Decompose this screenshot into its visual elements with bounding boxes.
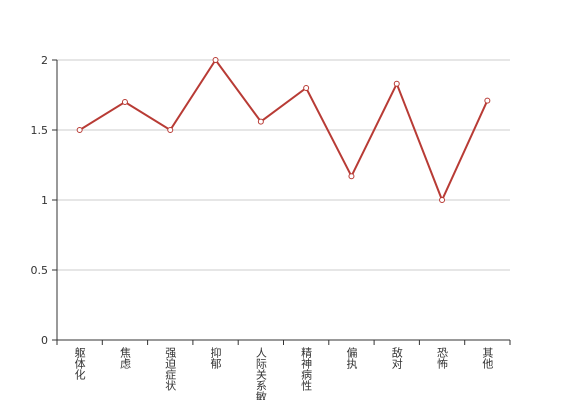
line <box>79 58 489 203</box>
x-tick-label: 焦虑 <box>118 347 131 369</box>
x-tick-label: 偏执 <box>345 346 358 370</box>
x-tick-label: 精神病性 <box>300 347 313 392</box>
point <box>76 127 83 133</box>
y-tick-label: 1 <box>41 194 48 207</box>
x-tick-label: 其他 <box>481 347 494 369</box>
point <box>348 173 355 180</box>
point <box>121 99 128 105</box>
x-tick-label: 恐怖 <box>436 347 449 369</box>
point <box>393 80 400 87</box>
y-tick-label: 2 <box>41 54 48 67</box>
x-tick-label: 躯体化 <box>73 347 86 381</box>
x-tick-label: 强迫症状 <box>164 347 177 391</box>
point <box>484 97 491 104</box>
point <box>167 127 174 133</box>
y-tick-label: 1.5 <box>31 124 49 137</box>
y-tick-label: 0.5 <box>31 264 49 277</box>
point <box>303 85 310 91</box>
point <box>212 57 219 63</box>
x-tick-label: 抑郁 <box>209 346 222 369</box>
x-tick-label: 人际关系敏感 <box>254 347 267 400</box>
point <box>439 197 446 203</box>
y-tick-label: 0 <box>41 334 48 347</box>
x-tick-label: 敌对 <box>390 346 403 369</box>
point <box>257 118 264 125</box>
